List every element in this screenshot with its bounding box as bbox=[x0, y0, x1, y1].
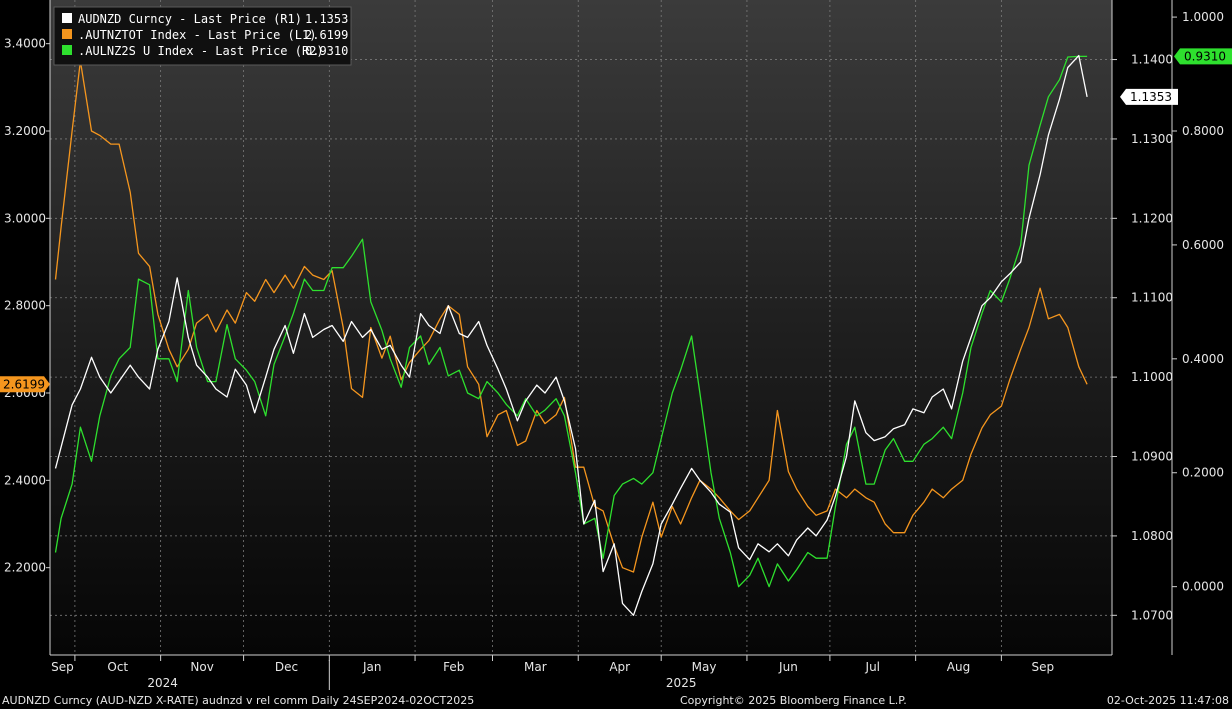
x-month-label: Nov bbox=[190, 660, 213, 674]
r1-tick-label: 1.1200 bbox=[1131, 211, 1173, 225]
left-tick-label: 2.4000 bbox=[4, 473, 46, 487]
x-month-label: Dec bbox=[275, 660, 298, 674]
r2-tick-label: 0.0000 bbox=[1182, 580, 1224, 594]
x-month-label: Feb bbox=[443, 660, 464, 674]
axes bbox=[49, 0, 1173, 656]
x-month-label: Sep bbox=[51, 660, 74, 674]
x-month-label: Aug bbox=[947, 660, 970, 674]
r1-tick-label: 1.0700 bbox=[1131, 608, 1173, 622]
footer-left-text: AUDNZD Curncy (AUD-NZD X-RATE) audnzd v … bbox=[2, 694, 474, 707]
r1-last-value-tag-box bbox=[1120, 88, 1178, 105]
series-lines bbox=[54, 54, 1088, 616]
left-tick-label: 3.2000 bbox=[4, 124, 46, 138]
legend-value-autnztot: 2.6199 bbox=[305, 28, 348, 42]
legend-swatch-audnzd bbox=[62, 13, 72, 23]
series-line-left bbox=[54, 60, 1088, 573]
legend-swatch-autnztot bbox=[62, 29, 72, 39]
legend-value-aulnz2s: 0.9310 bbox=[305, 44, 348, 58]
x-month-label: Jul bbox=[865, 660, 880, 674]
left-last-value-tag-box bbox=[0, 376, 50, 393]
r1-tick-label: 1.1100 bbox=[1131, 291, 1173, 305]
legend-box bbox=[53, 6, 352, 66]
r2-tick-label: 0.8000 bbox=[1182, 124, 1224, 138]
x-month-label: Mar bbox=[524, 660, 547, 674]
r2-tick-label: 0.2000 bbox=[1182, 466, 1224, 480]
left-tick-label: 2.8000 bbox=[4, 299, 46, 313]
last-value-tags: 2.6199 1.1353 0.9310 bbox=[0, 48, 1232, 393]
r1-tick-label: 1.1300 bbox=[1131, 132, 1173, 146]
x-month-label: Jun bbox=[778, 660, 798, 674]
footer-center-text: Copyright© 2025 Bloomberg Finance L.P. bbox=[680, 694, 907, 707]
left-last-value-tag: 2.6199 bbox=[3, 377, 45, 391]
legend-swatch-aulnz2s bbox=[62, 45, 72, 55]
legend-label-autnztot: .AUTNZTOT Index - Last Price (L1) bbox=[78, 28, 316, 42]
left-tick-label: 2.2000 bbox=[4, 561, 46, 575]
series-line-r1 bbox=[54, 54, 1088, 616]
x-month-label: Jan bbox=[362, 660, 382, 674]
left-tick-label: 3.4000 bbox=[4, 37, 46, 51]
r1-tick-label: 1.1000 bbox=[1131, 370, 1173, 384]
left-tick-label: 3.0000 bbox=[4, 211, 46, 225]
r1-tick-label: 1.1400 bbox=[1131, 53, 1173, 67]
x-month-label: Oct bbox=[107, 660, 128, 674]
r2-last-value-tag-box bbox=[1174, 48, 1232, 65]
r2-tick-label: 0.6000 bbox=[1182, 238, 1224, 252]
legend: AUDNZD Curncy - Last Price (R1) 1.1353 .… bbox=[53, 6, 352, 66]
r2-tick-label: 0.4000 bbox=[1182, 352, 1224, 366]
x-year-label: 2024 bbox=[147, 676, 178, 690]
legend-label-audnzd: AUDNZD Curncy - Last Price (R1) bbox=[78, 12, 302, 26]
plot-background bbox=[50, 0, 1112, 655]
footer: AUDNZD Curncy (AUD-NZD X-RATE) audnzd v … bbox=[2, 694, 1229, 707]
footer-right-text: 02-Oct-2025 11:47:08 bbox=[1107, 694, 1229, 707]
x-year-label: 2025 bbox=[666, 676, 697, 690]
r1-last-value-tag: 1.1353 bbox=[1130, 90, 1172, 104]
x-month-label: Apr bbox=[609, 660, 630, 674]
legend-label-aulnz2s: .AULNZ2S U Index - Last Price (R2) bbox=[78, 44, 324, 58]
series-line-r2 bbox=[54, 55, 1088, 588]
r2-tick-label: 1.0000 bbox=[1182, 10, 1224, 24]
x-month-label: May bbox=[692, 660, 717, 674]
legend-value-audnzd: 1.1353 bbox=[305, 12, 348, 26]
r1-tick-label: 1.0900 bbox=[1131, 450, 1173, 464]
r1-tick-label: 1.0800 bbox=[1131, 529, 1173, 543]
x-month-label: Sep bbox=[1032, 660, 1055, 674]
r2-last-value-tag: 0.9310 bbox=[1184, 49, 1226, 63]
gridlines bbox=[50, 0, 1112, 655]
tick-labels: 1.0700 1.0800 1.0900 1.1000 1.1100 1.1200 1.13… bbox=[4, 10, 1224, 690]
